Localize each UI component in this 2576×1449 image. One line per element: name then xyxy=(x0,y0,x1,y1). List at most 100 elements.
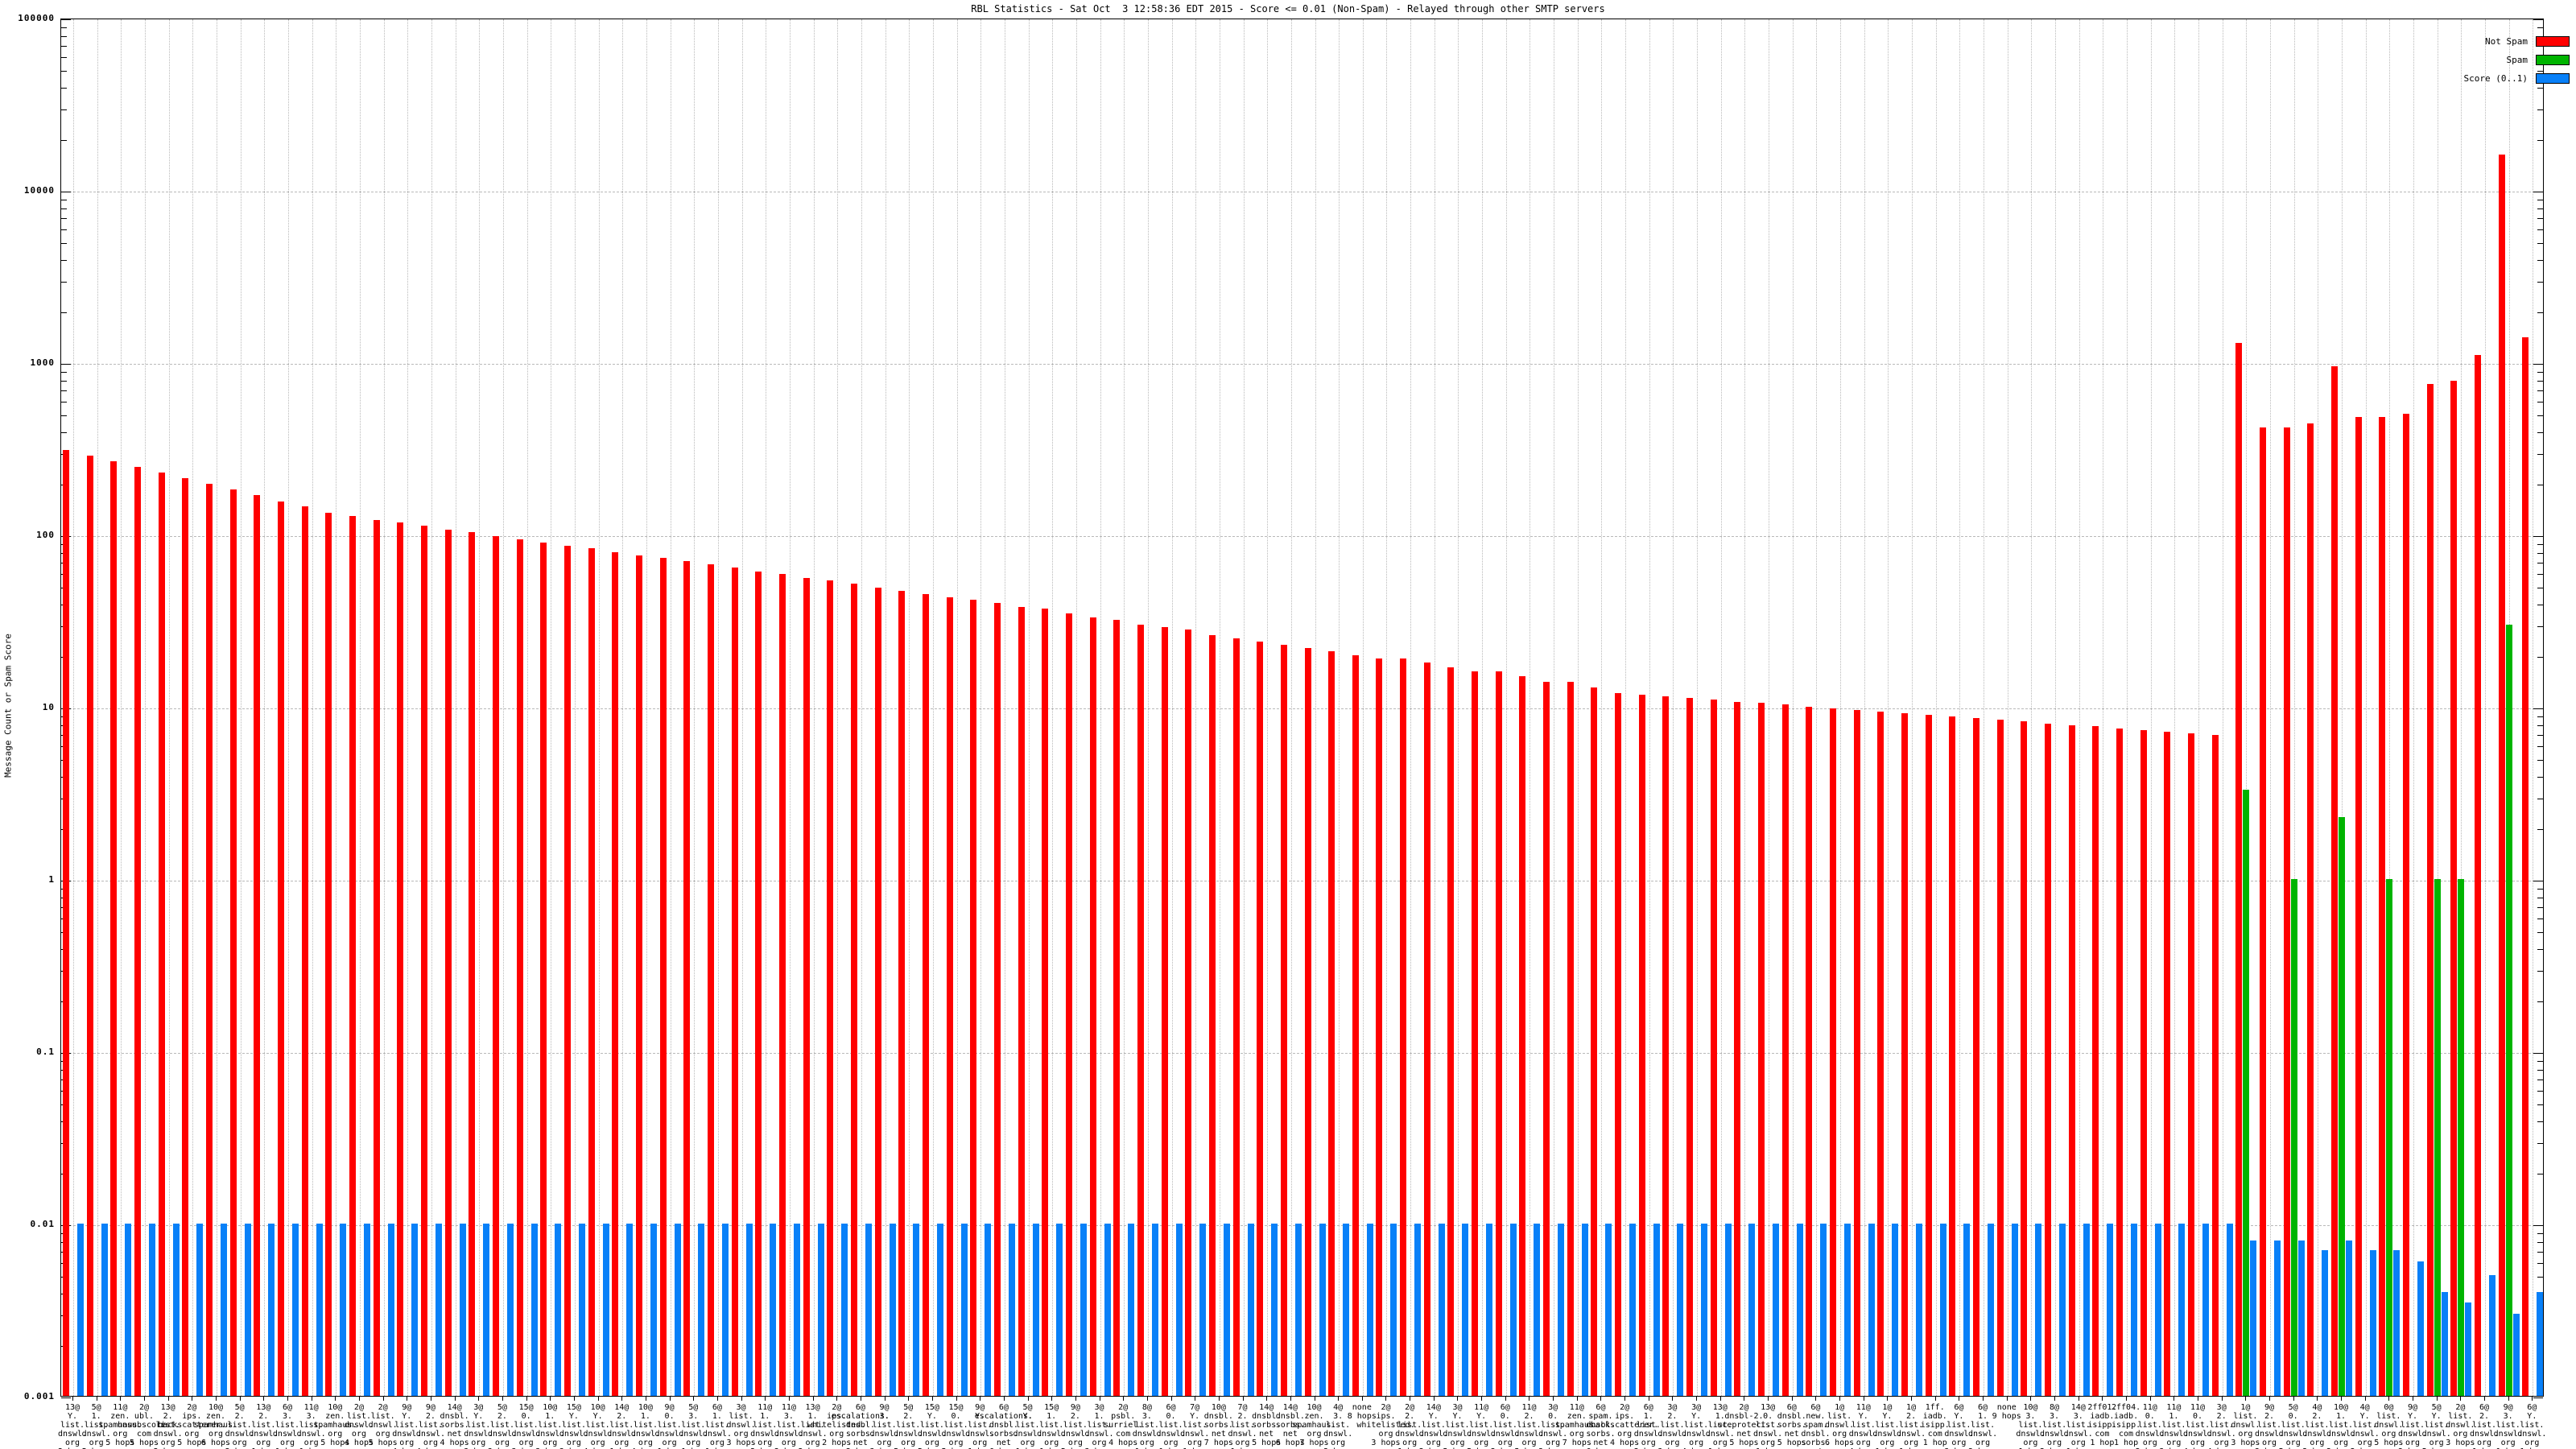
score-bar xyxy=(196,1224,204,1396)
x-tick xyxy=(1839,1397,1841,1401)
x-tick-label: none 9 hops xyxy=(1992,1403,2021,1421)
v-gridline xyxy=(502,19,504,1396)
x-tick-label: 2@ ubl. unsubscore. com 5 hops xyxy=(117,1403,171,1447)
y-minor-tick-left xyxy=(61,260,67,262)
score-bar xyxy=(2346,1240,2353,1396)
x-tick xyxy=(1385,1397,1387,1401)
x-tick xyxy=(1576,1397,1578,1401)
legend-label: Not Spam xyxy=(2485,36,2528,47)
x-tick-label: 2@ dnsbl-2. uceprotect. net 5 hops xyxy=(1717,1403,1771,1447)
y-minor-tick-right xyxy=(2537,656,2543,658)
y-minor-tick-left xyxy=(61,312,67,313)
y-minor-tick-right xyxy=(2537,1069,2543,1071)
not-spam-bar xyxy=(469,532,476,1396)
score-bar xyxy=(1223,1224,1230,1396)
not-spam-bar xyxy=(2140,730,2147,1396)
not-spam-bar xyxy=(1089,617,1096,1396)
score-bar xyxy=(841,1224,848,1396)
score-bar xyxy=(1104,1224,1111,1396)
not-spam-bar xyxy=(229,489,237,1396)
y-major-tick-left xyxy=(61,19,71,20)
spam-bar xyxy=(2458,879,2465,1396)
y-major-tick-right xyxy=(2533,708,2543,709)
y-minor-tick-left xyxy=(61,208,67,209)
y-minor-tick-right xyxy=(2537,109,2543,110)
not-spam-bar xyxy=(158,473,165,1396)
not-spam-bar xyxy=(2116,728,2124,1396)
x-tick-label: 11@ zen. spamhaus. org 5 hops xyxy=(98,1403,142,1447)
v-gridline xyxy=(1075,19,1077,1396)
not-spam-bar xyxy=(2235,342,2243,1396)
spam-bar xyxy=(2290,879,2297,1396)
x-tick xyxy=(287,1397,288,1401)
h-gridline xyxy=(61,364,2543,365)
score-bar xyxy=(2512,1313,2520,1396)
score-bar xyxy=(483,1224,490,1396)
score-bar xyxy=(2322,1250,2329,1396)
y-minor-tick-left xyxy=(61,27,67,28)
not-spam-bar xyxy=(1065,613,1072,1396)
score-bar xyxy=(1462,1224,1469,1396)
x-tick xyxy=(836,1397,838,1401)
x-tick xyxy=(1600,1397,1602,1401)
y-minor-tick-left xyxy=(61,371,67,373)
score-bar xyxy=(1916,1224,1923,1396)
x-tick xyxy=(1170,1397,1172,1401)
spam-bar xyxy=(2386,879,2393,1396)
score-bar xyxy=(1724,1224,1732,1396)
not-spam-bar xyxy=(1161,627,1168,1396)
y-minor-tick-right xyxy=(2537,453,2543,455)
not-spam-bar xyxy=(1662,696,1670,1396)
h-gridline xyxy=(61,536,2543,537)
not-spam-bar xyxy=(1686,698,1694,1396)
v-gridline xyxy=(2055,19,2057,1396)
y-tick-label: 100 xyxy=(36,530,55,540)
y-minor-tick-left xyxy=(61,415,67,417)
score-bar xyxy=(1080,1224,1087,1396)
score-bar xyxy=(2154,1224,2161,1396)
v-gridline xyxy=(861,19,862,1396)
x-tick xyxy=(215,1397,217,1401)
v-gridline xyxy=(2031,19,2033,1396)
x-tick xyxy=(1290,1397,1291,1401)
v-gridline xyxy=(694,19,696,1396)
v-gridline xyxy=(1649,19,1650,1396)
x-tick xyxy=(2006,1397,2008,1401)
y-minor-tick-right xyxy=(2537,888,2543,890)
y-minor-tick-left xyxy=(61,229,67,231)
not-spam-bar xyxy=(1352,654,1359,1396)
v-gridline xyxy=(813,19,815,1396)
y-minor-tick-left xyxy=(61,390,67,392)
not-spam-bar xyxy=(1543,681,1550,1396)
y-minor-tick-right xyxy=(2537,1001,2543,1002)
v-gridline xyxy=(2413,19,2415,1396)
v-gridline xyxy=(1505,19,1507,1396)
v-gridline xyxy=(1267,19,1269,1396)
not-spam-bar xyxy=(946,597,953,1396)
score-bar xyxy=(578,1224,585,1396)
score-bar xyxy=(387,1224,394,1396)
v-gridline xyxy=(1792,19,1794,1396)
x-tick xyxy=(120,1397,122,1401)
y-major-tick-right xyxy=(2533,1397,2543,1398)
x-tick-label: 10@ zen. spamhaus. org 5 hops xyxy=(313,1403,357,1447)
x-tick xyxy=(1553,1397,1554,1401)
not-spam-bar xyxy=(1925,714,1932,1396)
